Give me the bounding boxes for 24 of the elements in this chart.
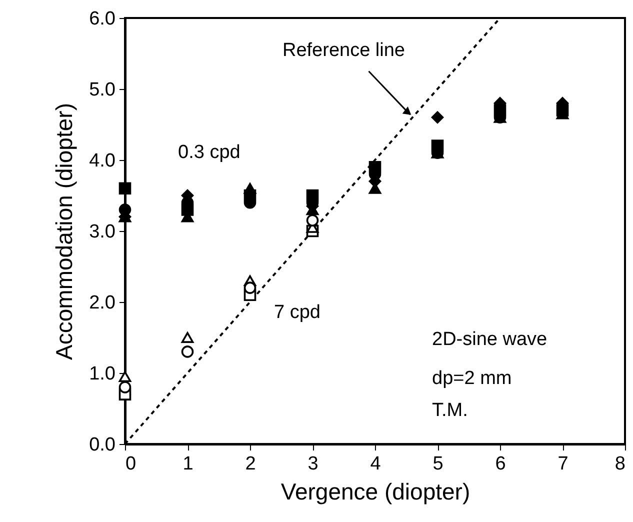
x-tick-label: 5 bbox=[432, 454, 444, 474]
annotation: 0.3 cpd bbox=[178, 142, 240, 163]
y-tick-label: 0.0 bbox=[89, 434, 116, 456]
annotation: 2D-sine wave bbox=[432, 329, 548, 350]
annotation: Reference line bbox=[282, 40, 406, 61]
x-tick-label: 8 bbox=[614, 454, 626, 474]
x-tick-label: 0 bbox=[126, 454, 136, 474]
y-axis-title: Accommodation (diopter) bbox=[51, 103, 78, 360]
y-tick-label: 2.0 bbox=[89, 292, 116, 314]
x-tick-label: 3 bbox=[308, 454, 318, 474]
x-tick-label: 4 bbox=[370, 454, 382, 474]
annotation: dp=2 mm bbox=[432, 368, 512, 389]
x-axis-title: Vergence (diopter) bbox=[280, 478, 470, 504]
annotation: 7 cpd bbox=[274, 302, 320, 323]
y-tick-label: 5.0 bbox=[89, 80, 116, 100]
x-tick-label: 1 bbox=[182, 454, 194, 474]
y-tick-label: 1.0 bbox=[89, 364, 116, 384]
y-tick-label: 6.0 bbox=[89, 8, 116, 30]
x-tick-label: 2 bbox=[245, 454, 256, 474]
x-tick-label: 7 bbox=[558, 454, 568, 474]
annotation: T.M. bbox=[432, 400, 468, 421]
y-tick-label: 4.0 bbox=[89, 150, 116, 172]
x-tick-label: 6 bbox=[495, 454, 506, 474]
y-tick-label: 3.0 bbox=[89, 222, 116, 242]
